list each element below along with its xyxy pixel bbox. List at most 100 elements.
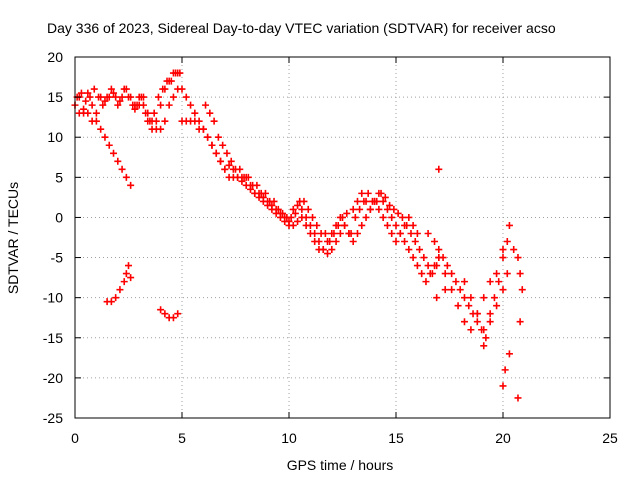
data-point xyxy=(388,213,396,221)
data-point xyxy=(77,89,85,97)
grid-lines xyxy=(75,57,610,418)
data-point xyxy=(460,294,468,302)
data-point xyxy=(261,189,269,197)
data-point xyxy=(144,109,152,117)
data-point xyxy=(339,213,346,221)
data-point xyxy=(92,117,100,125)
data-point xyxy=(107,298,115,306)
data-point xyxy=(405,246,413,254)
data-point xyxy=(114,157,122,165)
data-point xyxy=(214,133,222,141)
data-point xyxy=(112,93,120,101)
data-point xyxy=(356,205,364,213)
x-tick-label: 5 xyxy=(178,430,186,446)
data-point xyxy=(294,201,302,209)
data-point xyxy=(276,213,284,221)
data-point xyxy=(118,165,126,173)
data-point xyxy=(313,221,321,229)
y-tick-label: 10 xyxy=(47,129,63,145)
data-point xyxy=(343,209,351,217)
data-point xyxy=(460,318,468,326)
series-cluster-1 xyxy=(103,262,135,306)
data-point xyxy=(390,205,398,213)
data-point xyxy=(114,101,122,109)
data-point xyxy=(118,93,126,101)
data-point xyxy=(298,213,306,221)
data-point xyxy=(401,238,409,246)
data-point xyxy=(242,181,250,189)
data-point xyxy=(90,85,98,93)
y-axis-label: SDTVAR / TECUs xyxy=(5,182,21,294)
data-point xyxy=(112,294,120,302)
data-point xyxy=(441,286,449,294)
data-point xyxy=(154,93,162,101)
x-tick-label: 25 xyxy=(602,430,618,446)
data-point xyxy=(413,229,421,237)
data-point xyxy=(127,274,135,282)
data-point xyxy=(394,209,402,217)
data-point xyxy=(482,334,490,342)
data-point xyxy=(330,229,338,237)
data-point xyxy=(150,109,158,117)
data-point xyxy=(92,109,100,117)
data-point xyxy=(486,318,494,326)
data-point xyxy=(420,254,428,262)
data-point xyxy=(360,197,368,205)
data-point xyxy=(505,350,513,358)
data-point xyxy=(409,221,417,229)
data-point xyxy=(159,85,167,93)
data-point xyxy=(324,250,332,258)
data-point xyxy=(157,125,165,133)
data-point xyxy=(510,246,518,254)
series-upper-band xyxy=(73,69,441,278)
data-point xyxy=(274,205,282,213)
data-point xyxy=(99,101,107,109)
data-point xyxy=(448,286,456,294)
data-point xyxy=(116,286,124,294)
data-point xyxy=(386,201,394,209)
data-point xyxy=(84,89,92,97)
data-point xyxy=(326,238,334,246)
data-point xyxy=(358,189,366,197)
data-point xyxy=(268,205,276,213)
data-point xyxy=(86,93,94,101)
data-point xyxy=(304,205,312,213)
data-point xyxy=(281,217,289,225)
data-point xyxy=(300,197,308,205)
data-point xyxy=(431,238,439,246)
data-point xyxy=(418,270,426,278)
data-point xyxy=(424,229,432,237)
data-point xyxy=(396,229,404,237)
data-point xyxy=(460,278,468,286)
y-tick-label: 0 xyxy=(55,209,63,225)
data-point xyxy=(84,109,92,117)
x-tick-label: 15 xyxy=(388,430,404,446)
data-point xyxy=(422,278,430,286)
data-point xyxy=(246,185,254,193)
data-point xyxy=(413,262,421,270)
data-point xyxy=(321,229,329,237)
data-point xyxy=(122,270,130,278)
data-point xyxy=(401,221,409,229)
data-point xyxy=(362,213,370,221)
y-tick-label: -25 xyxy=(43,410,63,426)
data-point xyxy=(499,254,507,262)
data-point xyxy=(221,165,229,173)
data-point xyxy=(212,149,220,157)
data-point xyxy=(383,221,391,229)
data-point xyxy=(169,314,177,322)
series-lower-band xyxy=(75,85,421,258)
data-point xyxy=(116,97,124,105)
data-point xyxy=(101,133,109,141)
data-point xyxy=(353,197,361,205)
data-point xyxy=(120,85,128,93)
data-point xyxy=(452,278,460,286)
data-point xyxy=(433,294,441,302)
data-point xyxy=(182,93,190,101)
data-point xyxy=(202,101,210,109)
data-point xyxy=(424,262,432,270)
data-point xyxy=(379,197,387,205)
data-point xyxy=(253,181,261,189)
data-point xyxy=(208,141,216,149)
y-tick-label: -10 xyxy=(43,290,63,306)
